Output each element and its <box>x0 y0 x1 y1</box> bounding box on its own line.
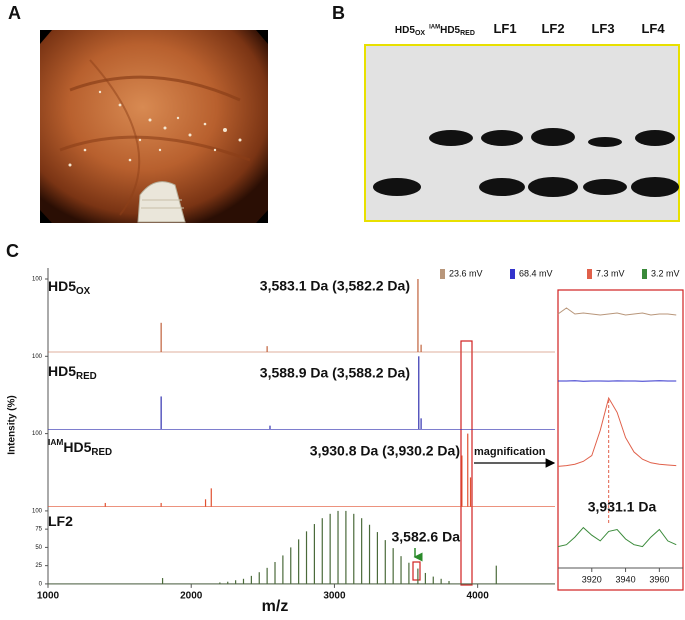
panel-letter: B <box>332 3 345 23</box>
label: HD5RED <box>48 363 97 382</box>
y-tick-label: 100 <box>32 508 43 514</box>
legend-label: 3.2 mV <box>651 268 680 278</box>
trace <box>557 396 677 467</box>
panel-letter: C <box>6 241 19 261</box>
label: LF2 <box>48 513 73 529</box>
label-main: LF3 <box>591 21 614 36</box>
trace <box>557 526 677 548</box>
legend-label: 68.4 mV <box>519 268 553 278</box>
x-tick-label: 3920 <box>582 574 602 584</box>
label-sub: RED <box>76 371 97 382</box>
x-tick-label: 4000 <box>467 591 490 602</box>
annotation: 3,582.6 Da <box>392 529 461 545</box>
x-axis-label: m/z <box>262 598 289 615</box>
annotation: 3,930.8 Da (3,930.2 Da) <box>310 443 460 459</box>
y-tick-label: 100 <box>32 431 43 437</box>
highlight-box <box>460 340 473 586</box>
y-tick-label: 25 <box>35 563 42 569</box>
label-main: HD5 <box>48 278 76 294</box>
x-tick-label: 1000 <box>37 591 60 602</box>
legend-swatch <box>440 269 445 279</box>
x-tick-label: 2000 <box>180 591 203 602</box>
label-sup: IAM <box>48 437 63 447</box>
label-sub: OX <box>415 30 425 37</box>
y-tick-label: 100 <box>32 354 43 360</box>
x-tick-label: 3940 <box>616 574 636 584</box>
label: LF2 <box>541 21 564 36</box>
label: IAMHD5RED <box>429 24 475 37</box>
label-main: LF2 <box>48 513 73 529</box>
y-tick-label: 75 <box>35 527 42 533</box>
label: HD5OX <box>48 278 91 297</box>
label: LF4 <box>641 21 665 36</box>
y-tick-label: 50 <box>35 545 42 551</box>
label: LF3 <box>591 21 614 36</box>
label-main: LF2 <box>541 21 564 36</box>
label-sub: OX <box>76 286 91 297</box>
label: LF1 <box>493 21 516 36</box>
legend-label: 23.6 mV <box>449 268 483 278</box>
label-sub: RED <box>460 30 475 37</box>
label-main: HD5 <box>48 363 76 379</box>
legend-swatch <box>642 269 647 279</box>
label-main: HD5 <box>440 25 460 36</box>
y-tick-label: 0 <box>39 581 43 587</box>
annotation: 3,588.9 Da (3,588.2 Da) <box>260 365 410 381</box>
panel-letter: A <box>8 3 21 23</box>
endoscopy-image <box>40 30 268 223</box>
trace <box>557 307 677 316</box>
label-main: HD5 <box>395 25 415 36</box>
y-axis-label: Intensity (%) <box>7 395 18 454</box>
y-tick-label: 100 <box>32 277 43 283</box>
label-main: HD5 <box>63 439 91 455</box>
western-blot <box>364 44 680 222</box>
inset-box <box>557 289 684 591</box>
x-tick-label: 3960 <box>649 574 669 584</box>
label-sub: RED <box>91 447 112 458</box>
label-sup: IAM <box>429 24 440 30</box>
label-main: LF4 <box>641 21 665 36</box>
legend-swatch <box>587 269 592 279</box>
legend-label: 7.3 mV <box>596 268 625 278</box>
legend-swatch <box>510 269 515 279</box>
label-main: LF1 <box>493 21 516 36</box>
annotation: magnification <box>474 446 546 458</box>
highlight-box <box>412 561 421 581</box>
annotation: 3,931.1 Da <box>588 499 657 515</box>
label: IAMHD5RED <box>48 437 112 457</box>
label: HD5OX <box>395 25 425 37</box>
annotation: 3,583.1 Da (3,582.2 Da) <box>260 278 410 294</box>
x-tick-label: 3000 <box>323 591 346 602</box>
